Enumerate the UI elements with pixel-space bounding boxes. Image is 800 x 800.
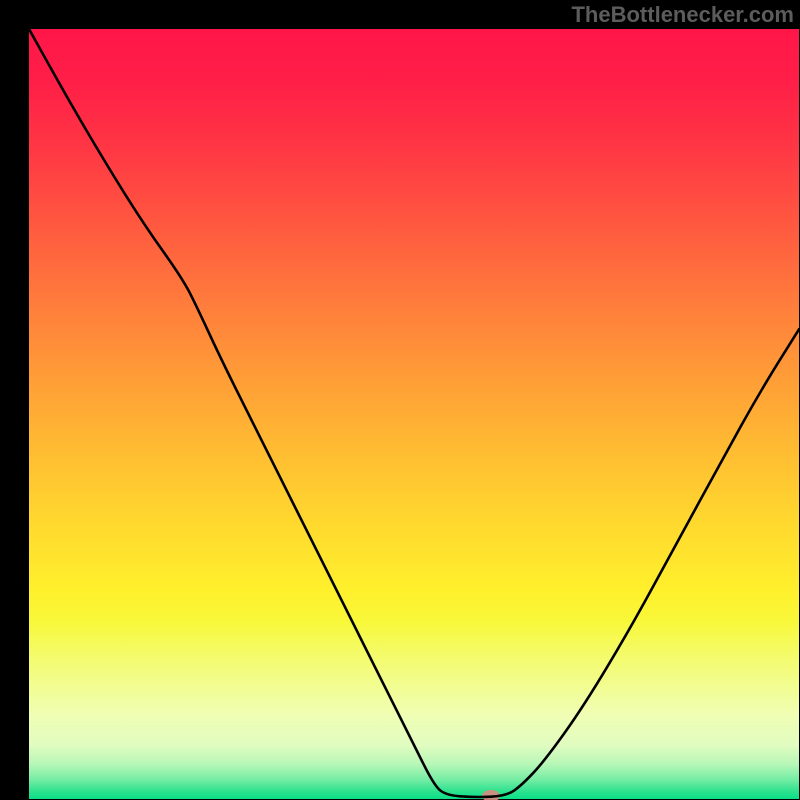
bottleneck-curve-chart	[0, 0, 800, 800]
chart-frame: TheBottlenecker.com	[0, 0, 800, 800]
watermark-text: TheBottlenecker.com	[571, 2, 794, 28]
plot-background	[29, 29, 799, 799]
